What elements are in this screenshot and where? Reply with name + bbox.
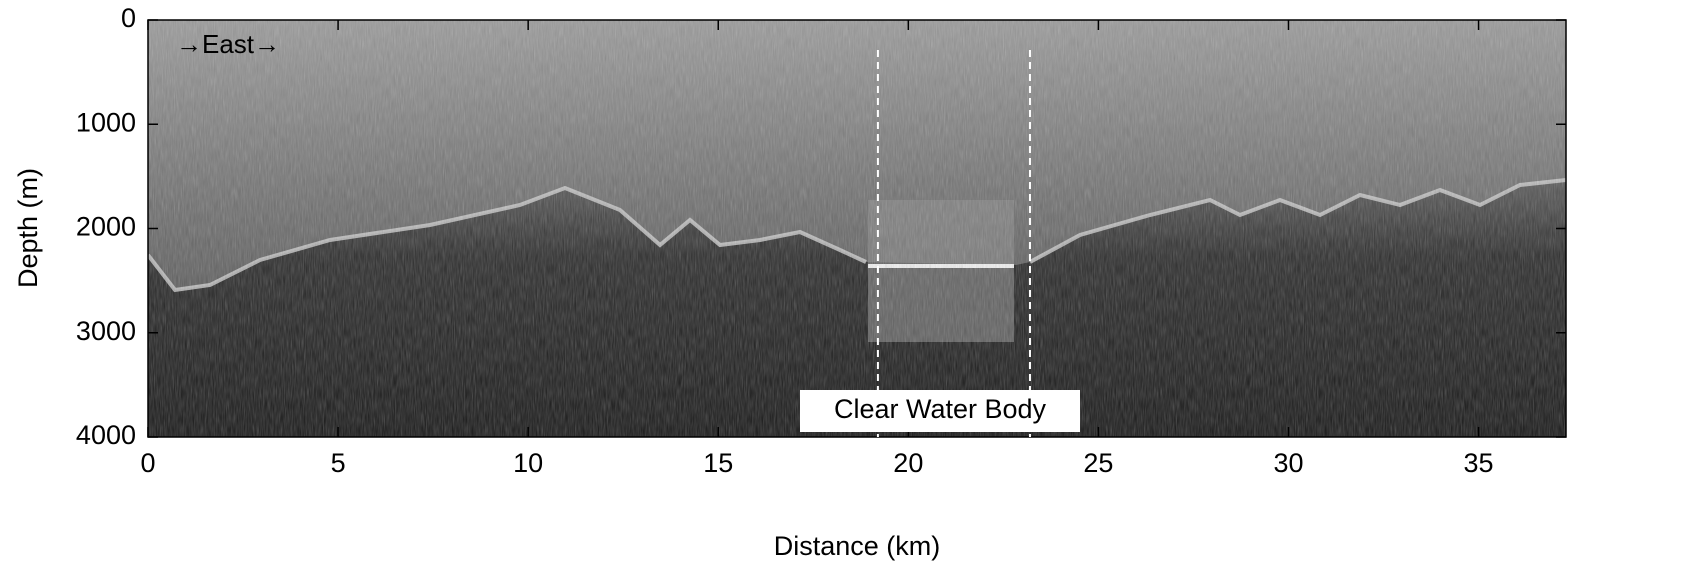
x-tick-label: 25 (1083, 448, 1113, 478)
annotation-box (800, 390, 1080, 432)
x-tick-label: 15 (703, 448, 733, 478)
y-tick-label: 0 (121, 3, 136, 33)
radar-image (148, 20, 1566, 437)
x-tick-label: 0 (140, 448, 155, 478)
direction-label: →East→ (176, 29, 280, 59)
y-axis-label: Depth (m) (13, 168, 43, 288)
y-tick-label: 2000 (76, 212, 136, 242)
x-tick-label: 5 (331, 448, 346, 478)
y-tick-label: 3000 (76, 316, 136, 346)
y-tick-label: 4000 (76, 420, 136, 450)
annotation: Clear Water Body (834, 394, 1047, 424)
x-axis-label: Distance (km) (774, 531, 941, 561)
y-tick-label: 1000 (76, 107, 136, 137)
x-tick-label: 10 (513, 448, 543, 478)
x-tick-label: 20 (893, 448, 923, 478)
x-tick-label: 30 (1273, 448, 1303, 478)
x-tick-label: 35 (1464, 448, 1494, 478)
